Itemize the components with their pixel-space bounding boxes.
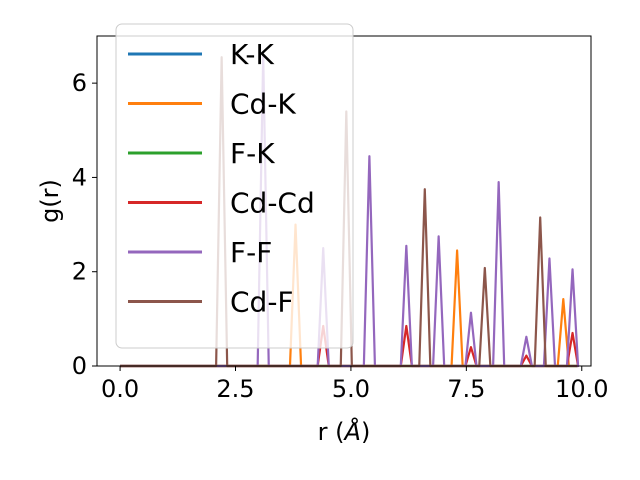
legend-label-f-k: F-K: [230, 137, 275, 170]
y-axis: 0 2 4 6: [72, 69, 97, 380]
y-tick-label: 6: [72, 69, 87, 97]
x-axis-label: r (Å): [318, 417, 371, 446]
legend-label-cd-k: Cd-K: [230, 88, 296, 121]
x-tick-label: 2.5: [216, 375, 254, 403]
x-axis-label-close: ): [361, 418, 370, 446]
x-tick-label: 0.0: [101, 375, 139, 403]
y-tick-label: 0: [72, 352, 87, 380]
x-tick-label: 10.0: [555, 375, 608, 403]
legend-label-cd-f: Cd-F: [230, 286, 294, 319]
series-line-cd-cd: [120, 324, 580, 368]
y-tick-label: 4: [72, 163, 87, 191]
legend-label-k-k: K-K: [230, 38, 275, 71]
legend: K-K Cd-K F-K Cd-Cd F-F Cd-F: [115, 23, 354, 349]
x-tick-label: 7.5: [447, 375, 485, 403]
x-tick-label: 5.0: [332, 375, 370, 403]
y-axis-label: g(r): [36, 179, 64, 223]
x-axis-label-unit: Å: [343, 417, 361, 446]
y-tick-label: 2: [72, 258, 87, 286]
legend-label-cd-cd: Cd-Cd: [230, 187, 315, 220]
legend-label-f-f: F-F: [230, 236, 272, 269]
x-axis-label-main: r (: [318, 418, 345, 446]
x-axis: 0.0 2.5 5.0 7.5 10.0: [101, 366, 608, 403]
